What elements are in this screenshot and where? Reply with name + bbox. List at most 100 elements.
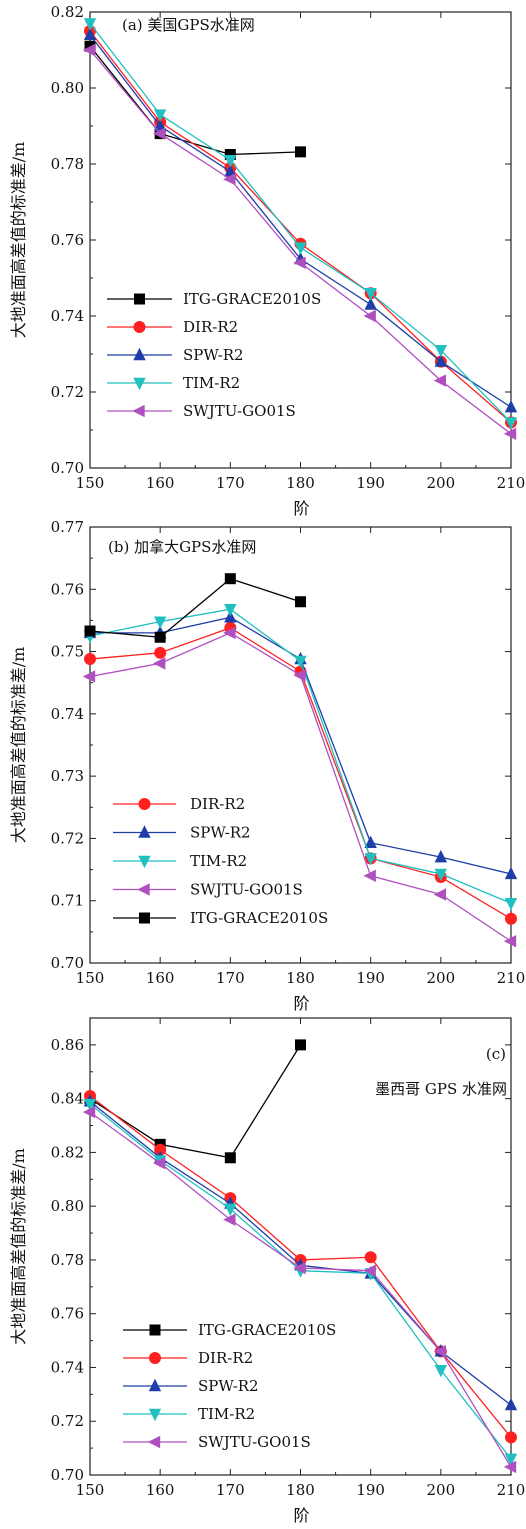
- data-point-dir-r2: [154, 646, 167, 659]
- x-tick-label: 150: [76, 1481, 105, 1499]
- legend-label: TIM-R2: [190, 852, 247, 870]
- y-axis-label: 大地准面高差值的标准差/m: [9, 1148, 28, 1345]
- legend-marker: [148, 1378, 162, 1392]
- legend-label: SWJTU-GO01S: [190, 881, 303, 899]
- x-tick-label: 150: [76, 969, 105, 987]
- data-point-tim-r2: [224, 155, 237, 168]
- x-tick-label: 190: [356, 474, 385, 492]
- legend-label: DIR-R2: [183, 318, 238, 336]
- x-axis-label: 阶: [293, 1506, 309, 1525]
- y-tick-label: 0.76: [51, 231, 84, 249]
- legend-label: ITG-GRACE2010S: [198, 1321, 336, 1339]
- legend-label: TIM-R2: [183, 374, 240, 392]
- x-tick-label: 200: [427, 1481, 456, 1499]
- series-line-spw-r2: [89, 34, 512, 408]
- panel-a-chart: 150 160 170 180 190 200 210 0.70 0.72 0.74 0.76 0.7…: [9, 3, 525, 518]
- panel-label: (c): [486, 1045, 506, 1063]
- data-point-dir-r2: [505, 1431, 517, 1444]
- legend-label: ITG-GRACE2010S: [190, 909, 328, 927]
- data-point-tim-r2: [294, 655, 307, 669]
- y-tick-label: 0.75: [51, 643, 84, 661]
- data-point-swjtu-go01s: [152, 657, 166, 670]
- series-line-itg-grace2010s: [89, 45, 301, 156]
- x-tick-label: 170: [216, 1481, 245, 1499]
- y-tick-label: 0.78: [51, 1251, 84, 1269]
- data-point-spw-r2: [504, 866, 518, 880]
- data-point-tim-r2: [224, 1203, 237, 1217]
- x-axis-label: 阶: [293, 994, 309, 1013]
- legend-marker: [149, 1324, 161, 1336]
- y-tick-label: 0.74: [51, 705, 84, 723]
- y-tick-label: 0.76: [51, 1305, 84, 1323]
- y-axis-label: 大地准面高差值的标准差/m: [9, 647, 28, 844]
- data-point-dir-r2: [84, 653, 96, 666]
- data-point-swjtu-go01s: [82, 670, 96, 683]
- y-tick-label: 0.73: [51, 767, 84, 785]
- data-point-spw-r2: [153, 118, 167, 132]
- series-line-itg-grace2010s: [89, 1044, 302, 1159]
- y-tick-label: 0.72: [51, 1412, 84, 1430]
- legend-marker: [138, 798, 151, 810]
- data-point-tim-r2: [504, 417, 518, 430]
- panel-c-chart: 150 160 170 180 190 200 210 0.70 0.72 0.74 0.76 0.7…: [9, 1017, 526, 1525]
- panel-title: 墨西哥 GPS 水准网: [375, 1080, 507, 1098]
- data-point-spw-r2: [504, 1397, 518, 1411]
- legend-marker: [133, 377, 146, 391]
- series-line-tim-r2: [89, 1103, 512, 1460]
- data-point-swjtu-go01s: [152, 1156, 166, 1170]
- legend-marker: [148, 1408, 162, 1422]
- data-point-swjtu-go01s: [503, 935, 517, 948]
- legend-marker: [133, 321, 146, 333]
- data-point-tim-r2: [434, 1364, 448, 1378]
- data-point-spw-r2: [83, 27, 97, 40]
- data-point-swjtu-go01s: [82, 43, 96, 57]
- data-point-swjtu-go01s: [433, 374, 447, 387]
- legend-marker: [149, 1352, 161, 1364]
- x-tick-label: 200: [427, 969, 456, 987]
- data-point-tim-r2: [224, 604, 237, 617]
- x-tick-label: 190: [356, 969, 385, 987]
- data-point-swjtu-go01s: [152, 127, 166, 140]
- y-axis-label: 大地准面高差值的标准差/m: [9, 142, 28, 339]
- data-point-tim-r2: [153, 109, 167, 122]
- data-point-itg-grace2010s: [224, 149, 236, 160]
- panel-b-chart: 150 160 170 180 190 200 210 0.70 0.71 0.72 0.73 0.7…: [9, 518, 525, 1013]
- y-tick-label: 0.86: [51, 1036, 84, 1054]
- data-point-tim-r2: [153, 616, 167, 629]
- y-tick-label: 0.76: [51, 580, 84, 598]
- x-tick-label: 180: [286, 969, 315, 987]
- data-point-itg-grace2010s: [295, 1039, 306, 1051]
- x-tick-label: 160: [146, 969, 175, 987]
- legend-label: SPW-R2: [190, 824, 251, 842]
- series-line-dir-r2: [89, 30, 512, 423]
- y-tick-label: 0.84: [51, 1090, 84, 1108]
- data-point-spw-r2: [434, 849, 448, 863]
- data-point-dir-r2: [154, 1143, 167, 1156]
- legend: DIR-R2 SPW-R2 TIM-R2 SWJTU-GO01S ITG-GRACE20…: [113, 795, 328, 927]
- y-tick-label: 0.71: [51, 892, 84, 910]
- data-point-swjtu-go01s: [223, 1213, 236, 1226]
- y-tick-label: 0.72: [51, 829, 84, 847]
- legend-marker: [147, 1435, 161, 1449]
- data-point-itg-grace2010s: [295, 146, 306, 158]
- data-point-swjtu-go01s: [82, 1105, 96, 1119]
- data-point-spw-r2: [504, 400, 518, 413]
- data-point-swjtu-go01s: [433, 888, 447, 901]
- legend-label: SWJTU-GO01S: [183, 402, 296, 420]
- data-point-swjtu-go01s: [223, 626, 236, 640]
- x-tick-label: 210: [497, 969, 526, 987]
- legend-label: TIM-R2: [198, 1405, 255, 1423]
- legend-label: DIR-R2: [198, 1349, 253, 1367]
- legend-label: SPW-R2: [183, 346, 244, 364]
- x-tick-label: 160: [146, 1481, 175, 1499]
- y-tick-label: 0.80: [51, 1197, 84, 1215]
- data-point-spw-r2: [224, 164, 237, 177]
- panel-title: (a) 美国GPS水准网: [122, 16, 255, 34]
- data-point-itg-grace2010s: [224, 573, 236, 585]
- y-tick-label: 0.82: [51, 3, 84, 21]
- data-point-swjtu-go01s: [503, 1460, 517, 1474]
- data-point-spw-r2: [364, 835, 377, 848]
- data-point-spw-r2: [364, 297, 377, 310]
- x-tick-label: 210: [497, 1481, 526, 1499]
